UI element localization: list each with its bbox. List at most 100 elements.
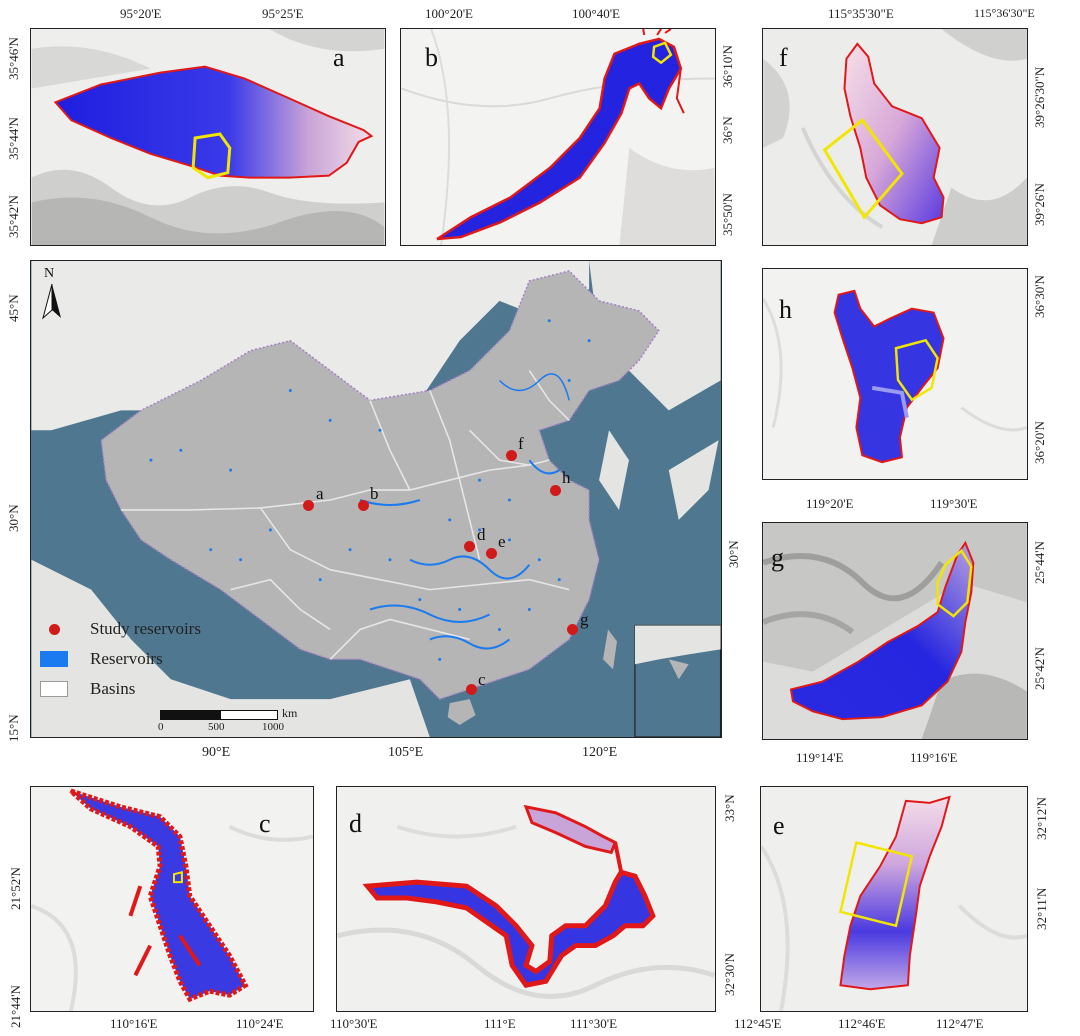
reservoir-swatch-icon [40, 651, 68, 667]
main-lat-tick-15: 15°N [6, 714, 21, 742]
panel-a-left-tick-2: 35°44'N [6, 117, 21, 160]
panel-f-label: f [779, 43, 788, 72]
panel-h-bottom-tick-2: 119°30'E [930, 496, 978, 511]
panel-d-bottom-tick-3: 111°30'E [570, 1016, 618, 1031]
study-area-box-b [651, 41, 673, 65]
site-c-dot [466, 684, 477, 695]
panel-d-bottom-tick-2: 111°E [484, 1016, 516, 1031]
china-overview-map [30, 260, 722, 738]
panel-b-label: b [425, 43, 438, 72]
panel-d-right-tick-2: 32°30'N [722, 953, 737, 996]
panel-a-top-tick-1: 95°20'E [120, 6, 162, 21]
panel-g-bottom-tick-1: 119°14'E [796, 750, 844, 765]
reservoir-h-map [763, 269, 1027, 479]
legend-basins: Basins [40, 674, 201, 704]
scale-unit: km [282, 706, 298, 720]
inset-panel-e: e [760, 786, 1028, 1012]
china-map-svg [31, 261, 721, 737]
legend-basins-label: Basins [90, 679, 136, 698]
north-label: N [44, 266, 55, 281]
reservoir-f-surface [843, 42, 945, 225]
main-lon-tick-90: 90°E [202, 745, 231, 760]
site-a-label: a [316, 484, 324, 503]
china-landmass [100, 270, 660, 701]
site-e-label: e [498, 532, 506, 551]
main-lon-tick-120: 120°E [582, 745, 618, 760]
panel-c-label: c [259, 809, 271, 838]
reservoir-c-map [31, 787, 313, 1011]
study-area-box-c [172, 870, 183, 884]
study-area-box-f [822, 118, 904, 220]
north-arrow-icon [42, 283, 61, 320]
panel-f-top-tick-1: 115°35'30"E [828, 6, 894, 21]
reservoir-c-surface [69, 788, 249, 1003]
panel-g-bottom-tick-2: 119°16'E [910, 750, 958, 765]
reservoir-e-surface [839, 795, 951, 991]
panel-f-top-tick-2: 115°36'30"E [974, 6, 1035, 20]
main-lat-tick-30: 30°N [6, 504, 21, 532]
panel-e-bottom-tick-3: 112°47'E [936, 1016, 984, 1031]
panel-g-label: g [771, 543, 784, 572]
main-lat-tick-45: 45°N [6, 294, 21, 322]
reservoir-e-map [761, 787, 1027, 1011]
reservoir-f-map [763, 29, 1027, 245]
site-f-dot [506, 450, 517, 461]
site-e-dot [486, 548, 497, 559]
panel-d-label: d [349, 809, 362, 838]
panel-b-top-tick-1: 100°20'E [425, 6, 473, 21]
site-h-label: h [562, 468, 571, 487]
reservoir-d-surface [362, 869, 656, 988]
basin-swatch-icon [40, 681, 68, 697]
reservoir-a-map [31, 29, 385, 245]
site-c-label: c [478, 670, 486, 689]
panel-f-right-tick-2: 39°26'N [1032, 183, 1047, 226]
reservoir-d-map [337, 787, 715, 1011]
site-b-dot [358, 500, 369, 511]
inset-panel-f: f [762, 28, 1028, 246]
panel-h-right-tick-1: 36°30'N [1032, 275, 1047, 318]
study-area-box-g [936, 548, 973, 618]
study-area-box-e [838, 840, 914, 928]
scale-label-500: 500 [208, 721, 225, 733]
reservoir-b-map [401, 29, 715, 245]
panel-b-right-tick-1: 36°10'N [720, 45, 735, 88]
panel-a-left-tick-1: 35°46'N [6, 37, 21, 80]
panel-f-right-tick-1: 39°26'30"N [1032, 66, 1047, 128]
site-g-dot [567, 624, 578, 635]
panel-b-top-tick-2: 100°40'E [572, 6, 620, 21]
site-d-dot [464, 541, 475, 552]
panel-c-left-tick-1: 21°52'N [8, 867, 23, 910]
inset-panel-a: a [30, 28, 386, 246]
panel-c-left-tick-2: 21°44'N [8, 985, 23, 1028]
panel-h-right-tick-2: 36°20'N [1032, 421, 1047, 464]
panel-c-bottom-tick-1: 110°16'E [110, 1016, 158, 1031]
legend-reservoirs-label: Reservoirs [90, 649, 163, 668]
site-d-label: d [477, 525, 486, 544]
site-b-label: b [370, 484, 379, 503]
site-f-label: f [518, 434, 524, 453]
panel-e-right-tick-2: 32°11'N [1034, 887, 1049, 930]
site-a-dot [303, 500, 314, 511]
panel-e-label: e [773, 811, 785, 840]
basin-boundaries [121, 370, 570, 660]
legend-study-reservoirs-label: Study reservoirs [90, 619, 201, 638]
panel-e-bottom-tick-2: 112°46'E [838, 1016, 886, 1031]
study-area-box-h [894, 338, 939, 402]
site-g-label: g [580, 610, 589, 629]
scale-label-0: 0 [158, 721, 164, 733]
inset-panel-h: h [762, 268, 1028, 480]
study-area-box-a [191, 132, 232, 180]
panel-a-left-tick-3: 35°42'N [6, 195, 21, 238]
reservoir-g-map [763, 523, 1027, 739]
panel-b-right-tick-3: 35°50'N [720, 193, 735, 236]
site-h-dot [550, 485, 561, 496]
map-legend: Study reservoirs Reservoirs Basins [40, 614, 201, 704]
inset-panel-g: g [762, 522, 1028, 740]
panel-d-bottom-tick-1: 110°30'E [330, 1016, 378, 1031]
panel-g-right-tick-2: 25°42'N [1032, 647, 1047, 690]
main-lon-tick-105: 105°E [388, 745, 424, 760]
main-right-lat-tick-30: 30°N [726, 540, 741, 568]
panel-a-label: a [333, 43, 345, 72]
panel-b-right-tick-2: 36°N [720, 116, 735, 144]
legend-reservoirs: Reservoirs [40, 644, 201, 674]
